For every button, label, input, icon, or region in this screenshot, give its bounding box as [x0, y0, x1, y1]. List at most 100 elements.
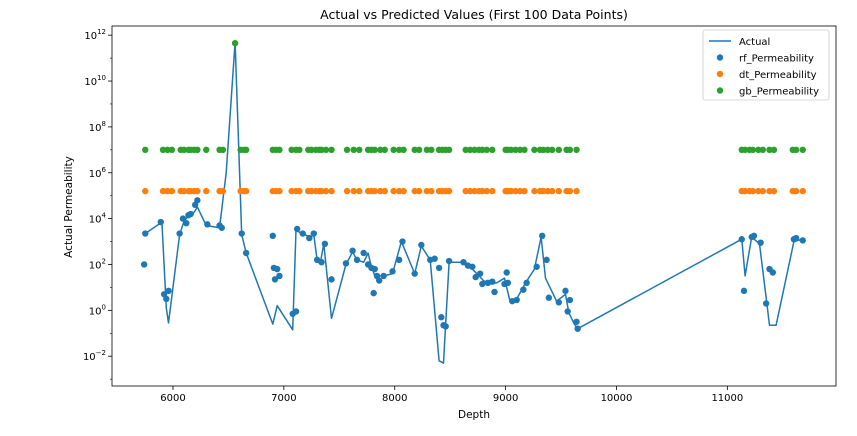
y-tick-label: 1010 [84, 74, 106, 88]
rf-permeability-point [545, 294, 553, 301]
y-tick-exponent: 0 [102, 303, 106, 311]
gb-permeability-point [415, 146, 423, 154]
gb-permeability-point [328, 146, 335, 154]
gb-permeability-point [516, 146, 524, 154]
y-tick-label: 10−2 [83, 349, 106, 363]
dt-permeability-point [466, 187, 474, 195]
gb-permeability-point [168, 146, 176, 154]
y-tick-label: 104 [89, 212, 107, 226]
gb-permeability-point [521, 146, 528, 154]
y-tick-label: 106 [89, 166, 107, 180]
dt-permeability-point [741, 187, 749, 195]
gb-permeability-point [479, 146, 486, 154]
gb-permeability-point [531, 146, 538, 154]
gb-permeability-point [471, 146, 478, 154]
gb-permeability-point [395, 146, 403, 154]
dt-permeability-point [428, 187, 435, 195]
rf-permeability-point [738, 236, 745, 243]
dt-permeability-point [471, 187, 478, 195]
gb-permeability-point [483, 146, 490, 154]
dt-permeability-point [544, 187, 551, 195]
rf-permeability-point [438, 314, 445, 321]
gb-permeability-point [308, 146, 315, 154]
gb-permeability-point [792, 146, 800, 154]
rf-permeability-point [140, 261, 148, 268]
rf-permeability-point [520, 286, 527, 293]
dt-permeability-point [371, 187, 378, 195]
rf-permeability-point [418, 241, 425, 249]
legend-swatch-dt-permeability [716, 70, 724, 78]
dt-permeability-point [242, 187, 250, 195]
dt-permeability-point [755, 187, 762, 195]
dt-permeability-point [573, 187, 580, 195]
gb-permeability-point [749, 146, 757, 154]
rf-permeability-point [183, 219, 190, 227]
gb-permeability-point [573, 146, 580, 154]
rf-permeability-point [562, 287, 569, 295]
rf-permeability-point [476, 270, 484, 277]
legend-swatch-rf-permeability [716, 54, 724, 61]
dt-permeability-point [521, 187, 528, 195]
rf-permeability-point [187, 210, 194, 218]
gb-permeability-point [276, 146, 283, 154]
gb-permeability-point [219, 146, 227, 154]
gb-permeability-point [540, 146, 547, 154]
rf-permeability-point [299, 230, 306, 237]
rf-permeability-point [271, 276, 279, 283]
rf-permeability-point [564, 308, 571, 315]
rf-permeability-point [491, 288, 498, 296]
gb-permeability-point [180, 146, 188, 154]
dt-permeability-point [799, 187, 806, 195]
rf-permeability-point [269, 232, 276, 240]
rf-permeability-point [242, 249, 250, 257]
rf-permeability-point [411, 270, 418, 277]
x-tick-label: 8000 [382, 393, 407, 404]
rf-permeability-point [342, 260, 350, 267]
rf-permeability-point [371, 265, 378, 273]
dt-permeability-point [540, 187, 547, 195]
rf-permeability-point [442, 323, 449, 330]
rf-permeability-point [792, 234, 800, 242]
gb-permeability-point [466, 146, 474, 154]
actual-line [144, 41, 803, 364]
y-tick-exponent: 8 [102, 120, 106, 128]
rf-permeability-point [194, 197, 201, 204]
legend-box [702, 29, 830, 101]
dt-permeability-point [423, 187, 431, 195]
dt-permeability-point [159, 187, 167, 195]
rf-permeability-point [204, 221, 211, 228]
gb-permeability-point [377, 146, 384, 154]
dt-permeability-point [296, 187, 303, 195]
gb-permeability-point [741, 146, 749, 154]
rf-permeability-point [389, 268, 396, 275]
dt-permeability-point [356, 187, 363, 195]
dt-permeability-point [531, 187, 538, 195]
gb-permeability-point [411, 146, 418, 154]
rf-permeability-point [489, 278, 496, 285]
gb-permeability-point [759, 146, 767, 154]
dt-permeability-point [288, 187, 295, 195]
plot-marks [140, 39, 806, 364]
gb-permeability-point [544, 146, 551, 154]
axes-frame [111, 25, 837, 387]
rf-permeability-point [321, 240, 329, 248]
rf-permeability-point [460, 258, 467, 266]
dt-permeability-point [479, 187, 486, 195]
plot-area [111, 25, 837, 387]
rf-permeability-point [274, 265, 281, 273]
y-tick-label: 1012 [84, 28, 106, 42]
gb-permeability-point [507, 146, 515, 154]
x-tick-label: 10000 [601, 393, 633, 404]
y-axis-label: Actual Permeability [63, 156, 75, 258]
gb-permeability-point [356, 146, 363, 154]
rf-permeability-point [543, 256, 550, 264]
y-tick-base: 10 [83, 352, 96, 363]
y-tick-exponent: 12 [97, 28, 106, 36]
dt-permeability-point [507, 187, 515, 195]
rf-permeability-point [318, 258, 325, 266]
rf-permeability-point [566, 296, 574, 304]
y-tick-base: 10 [89, 123, 102, 134]
dt-permeability-point [343, 187, 351, 195]
rf-permeability-point [435, 264, 443, 272]
